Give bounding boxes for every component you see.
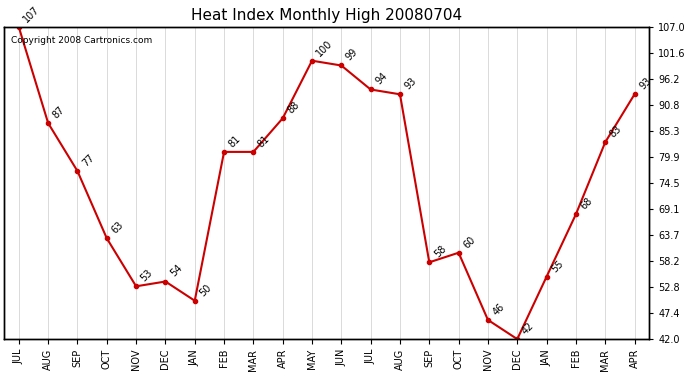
Text: 100: 100 [315, 38, 335, 58]
Text: 81: 81 [256, 134, 272, 149]
Text: 55: 55 [549, 258, 565, 274]
Text: 50: 50 [197, 282, 213, 298]
Text: 58: 58 [432, 244, 448, 260]
Text: 46: 46 [491, 302, 506, 317]
Text: 83: 83 [608, 124, 624, 140]
Text: 77: 77 [80, 152, 96, 168]
Title: Heat Index Monthly High 20080704: Heat Index Monthly High 20080704 [191, 8, 462, 23]
Text: 53: 53 [139, 268, 155, 284]
Text: 107: 107 [21, 4, 42, 24]
Text: 94: 94 [373, 71, 389, 87]
Text: 42: 42 [520, 321, 536, 336]
Text: 68: 68 [579, 196, 594, 211]
Text: 88: 88 [286, 100, 302, 116]
Text: 87: 87 [51, 105, 67, 120]
Text: 93: 93 [403, 76, 418, 92]
Text: 60: 60 [462, 234, 477, 250]
Text: Copyright 2008 Cartronics.com: Copyright 2008 Cartronics.com [10, 36, 152, 45]
Text: 63: 63 [110, 220, 126, 236]
Text: 81: 81 [227, 134, 243, 149]
Text: 93: 93 [638, 76, 653, 92]
Text: 54: 54 [168, 263, 184, 279]
Text: 99: 99 [344, 47, 360, 63]
